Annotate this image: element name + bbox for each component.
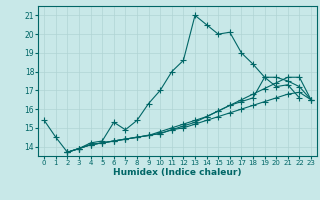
X-axis label: Humidex (Indice chaleur): Humidex (Indice chaleur) — [113, 168, 242, 177]
